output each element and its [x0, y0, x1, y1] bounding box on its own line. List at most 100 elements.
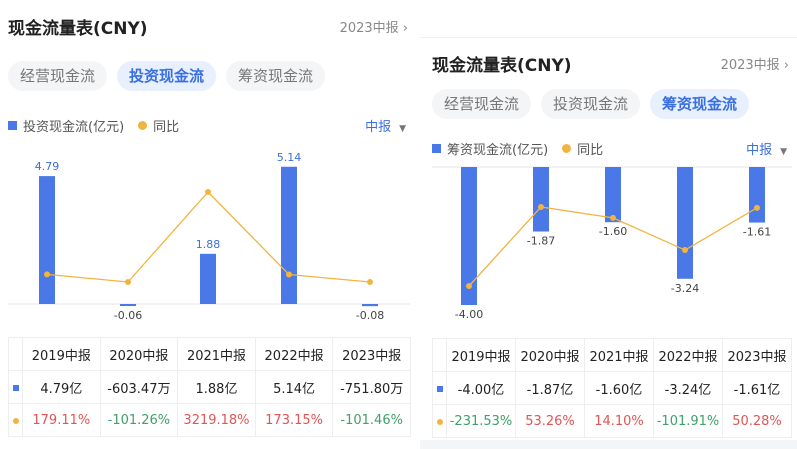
table-header-row: 2019中报 2020中报 2021中报 2022中报 2023中报 — [432, 338, 792, 372]
tab-financing[interactable]: 筹资现金流 — [226, 61, 326, 91]
panel-title: 现金流量表(CNY) — [432, 56, 572, 76]
legend-bar-label: 筹资现金流(亿元) — [447, 143, 549, 158]
cashflow-tabs: 经营现金流 投资现金流 筹资现金流 — [8, 61, 326, 91]
table-cell-value: -3.24亿 — [653, 371, 723, 405]
chevron-right-icon: › — [402, 21, 408, 36]
table-cell-yoy: 53.26% — [515, 404, 585, 438]
investing-cashflow-panel: 现金流量表(CNY) 2023中报 › 经营现金流 投资现金流 筹资现金流 投资现金… — [8, 17, 411, 437]
table-row: -231.53% 53.26% 14.10% -101.91% 50.28% — [432, 404, 792, 438]
bar[interactable] — [281, 166, 297, 304]
bar-value-label: -1.61 — [743, 226, 771, 239]
report-period-link[interactable]: 2023中报 › — [721, 54, 789, 73]
line-legend-swatch — [562, 144, 572, 153]
table-cell-yoy: -231.53% — [446, 404, 516, 438]
yoy-point[interactable] — [286, 271, 292, 278]
tab-investing[interactable]: 投资现金流 — [117, 61, 217, 91]
table-header: 2020中报 — [515, 338, 585, 372]
bar-value-label: 4.79 — [35, 160, 60, 173]
financing-cashflow-panel: 现金流量表(CNY) 2023中报 › 经营现金流 投资现金流 筹资现金流 筹资现金… — [420, 37, 797, 449]
table-header: 2023中报 — [332, 337, 411, 371]
bar-value-label: 5.14 — [277, 151, 302, 164]
bar-value-label: -3.24 — [671, 282, 699, 295]
table-row: -4.00亿 -1.87亿 -1.60亿 -3.24亿 -1.61亿 — [432, 371, 792, 405]
chart-legend: 筹资现金流(亿元) 同比 — [432, 139, 603, 158]
table-cell-yoy: -101.91% — [653, 404, 723, 438]
caret-down-icon: ▼ — [399, 124, 406, 134]
line-series-marker — [12, 417, 19, 424]
table-row: 179.11% -101.26% 3219.18% 173.15% -101.46% — [8, 403, 411, 437]
table-cell-yoy: 14.10% — [584, 404, 654, 438]
bar[interactable] — [120, 304, 136, 306]
bar-series-marker — [436, 385, 443, 392]
bar[interactable] — [200, 253, 216, 304]
panel-title: 现金流量表(CNY) — [8, 19, 148, 39]
bar[interactable] — [749, 167, 765, 223]
table-cell-value: -4.00亿 — [446, 371, 516, 405]
table-cell-yoy: 3219.18% — [177, 403, 256, 437]
yoy-point[interactable] — [754, 204, 760, 211]
table-cell-value: -1.60亿 — [584, 371, 654, 405]
cashflow-tabs: 经营现金流 投资现金流 筹资现金流 — [432, 89, 750, 119]
tab-operating[interactable]: 经营现金流 — [432, 89, 532, 119]
cashflow-chart: 4.79 -0.06 1.88 5.14 -0.08 — [8, 151, 410, 320]
bar-value-label: -4.00 — [455, 308, 483, 321]
bar-legend-swatch — [432, 144, 441, 153]
period-select[interactable]: 中报 ▼ — [746, 139, 787, 158]
table-cell-yoy: 173.15% — [254, 403, 334, 437]
tab-financing[interactable]: 筹资现金流 — [650, 89, 750, 119]
cashflow-chart: -4.00 -1.87 -1.60 -3.24 -1.61 — [432, 166, 792, 321]
bar[interactable] — [677, 167, 693, 279]
yoy-point[interactable] — [610, 214, 616, 221]
yoy-point[interactable] — [466, 283, 472, 289]
bar[interactable] — [362, 304, 378, 307]
table-cell-value: -603.47万 — [99, 370, 179, 404]
chart-legend: 投资现金流(亿元) 同比 — [8, 116, 179, 135]
table-cell-yoy: -101.26% — [99, 403, 179, 437]
table-header-row: 2019中报 2020中报 2021中报 2022中报 2023中报 — [8, 337, 411, 371]
bar-value-label: -1.87 — [527, 235, 555, 248]
bar-legend-swatch — [8, 121, 17, 130]
bar-value-label: -1.60 — [599, 225, 627, 238]
table-cell-value: 4.79亿 — [22, 370, 101, 404]
table-cell-value: -1.87亿 — [515, 371, 585, 405]
legend-line-label: 同比 — [577, 143, 604, 158]
legend-line-label: 同比 — [153, 120, 180, 135]
line-series-marker — [436, 418, 443, 425]
bar-series-marker — [12, 384, 19, 391]
table-header: 2019中报 — [446, 338, 516, 372]
cashflow-table: 2019中报 2020中报 2021中报 2022中报 2023中报 4.79亿 -603.… — [8, 337, 411, 437]
yoy-point[interactable] — [205, 189, 211, 195]
period-select[interactable]: 中报 ▼ — [365, 116, 406, 135]
yoy-point[interactable] — [367, 279, 373, 285]
table-cell-value: -751.80万 — [332, 370, 411, 404]
tab-investing[interactable]: 投资现金流 — [541, 89, 641, 119]
bar-value-label: -0.06 — [114, 309, 142, 320]
table-cell-yoy: 50.28% — [722, 404, 792, 438]
table-cell-value: 1.88亿 — [177, 370, 256, 404]
yoy-point[interactable] — [44, 271, 50, 278]
tab-operating[interactable]: 经营现金流 — [8, 61, 108, 91]
table-header: 2020中报 — [99, 337, 179, 371]
table-cell-value: -1.61亿 — [722, 371, 792, 405]
bar[interactable] — [39, 176, 55, 304]
report-period-link[interactable]: 2023中报 › — [340, 17, 408, 36]
chevron-right-icon: › — [783, 58, 789, 73]
yoy-point[interactable] — [538, 204, 544, 210]
table-header: 2021中报 — [584, 338, 654, 372]
table-header: 2022中报 — [653, 338, 723, 372]
period-select-value: 中报 — [746, 143, 773, 158]
table-cell-yoy: -101.46% — [332, 403, 411, 437]
table-row: 4.79亿 -603.47万 1.88亿 5.14亿 -751.80万 — [8, 370, 411, 404]
period-label: 2023中报 — [720, 58, 780, 73]
yoy-point[interactable] — [682, 247, 688, 254]
table-cell-value: 5.14亿 — [254, 370, 334, 404]
period-label: 2023中报 — [339, 21, 399, 36]
period-select-value: 中报 — [365, 120, 392, 135]
cashflow-table: 2019中报 2020中报 2021中报 2022中报 2023中报 -4.00亿 -1.8… — [432, 338, 792, 438]
table-header: 2022中报 — [254, 337, 334, 371]
bar[interactable] — [533, 167, 549, 232]
table-cell-yoy: 179.11% — [22, 403, 101, 437]
yoy-point[interactable] — [125, 278, 131, 285]
bar[interactable] — [605, 167, 621, 223]
bar[interactable] — [461, 167, 477, 305]
